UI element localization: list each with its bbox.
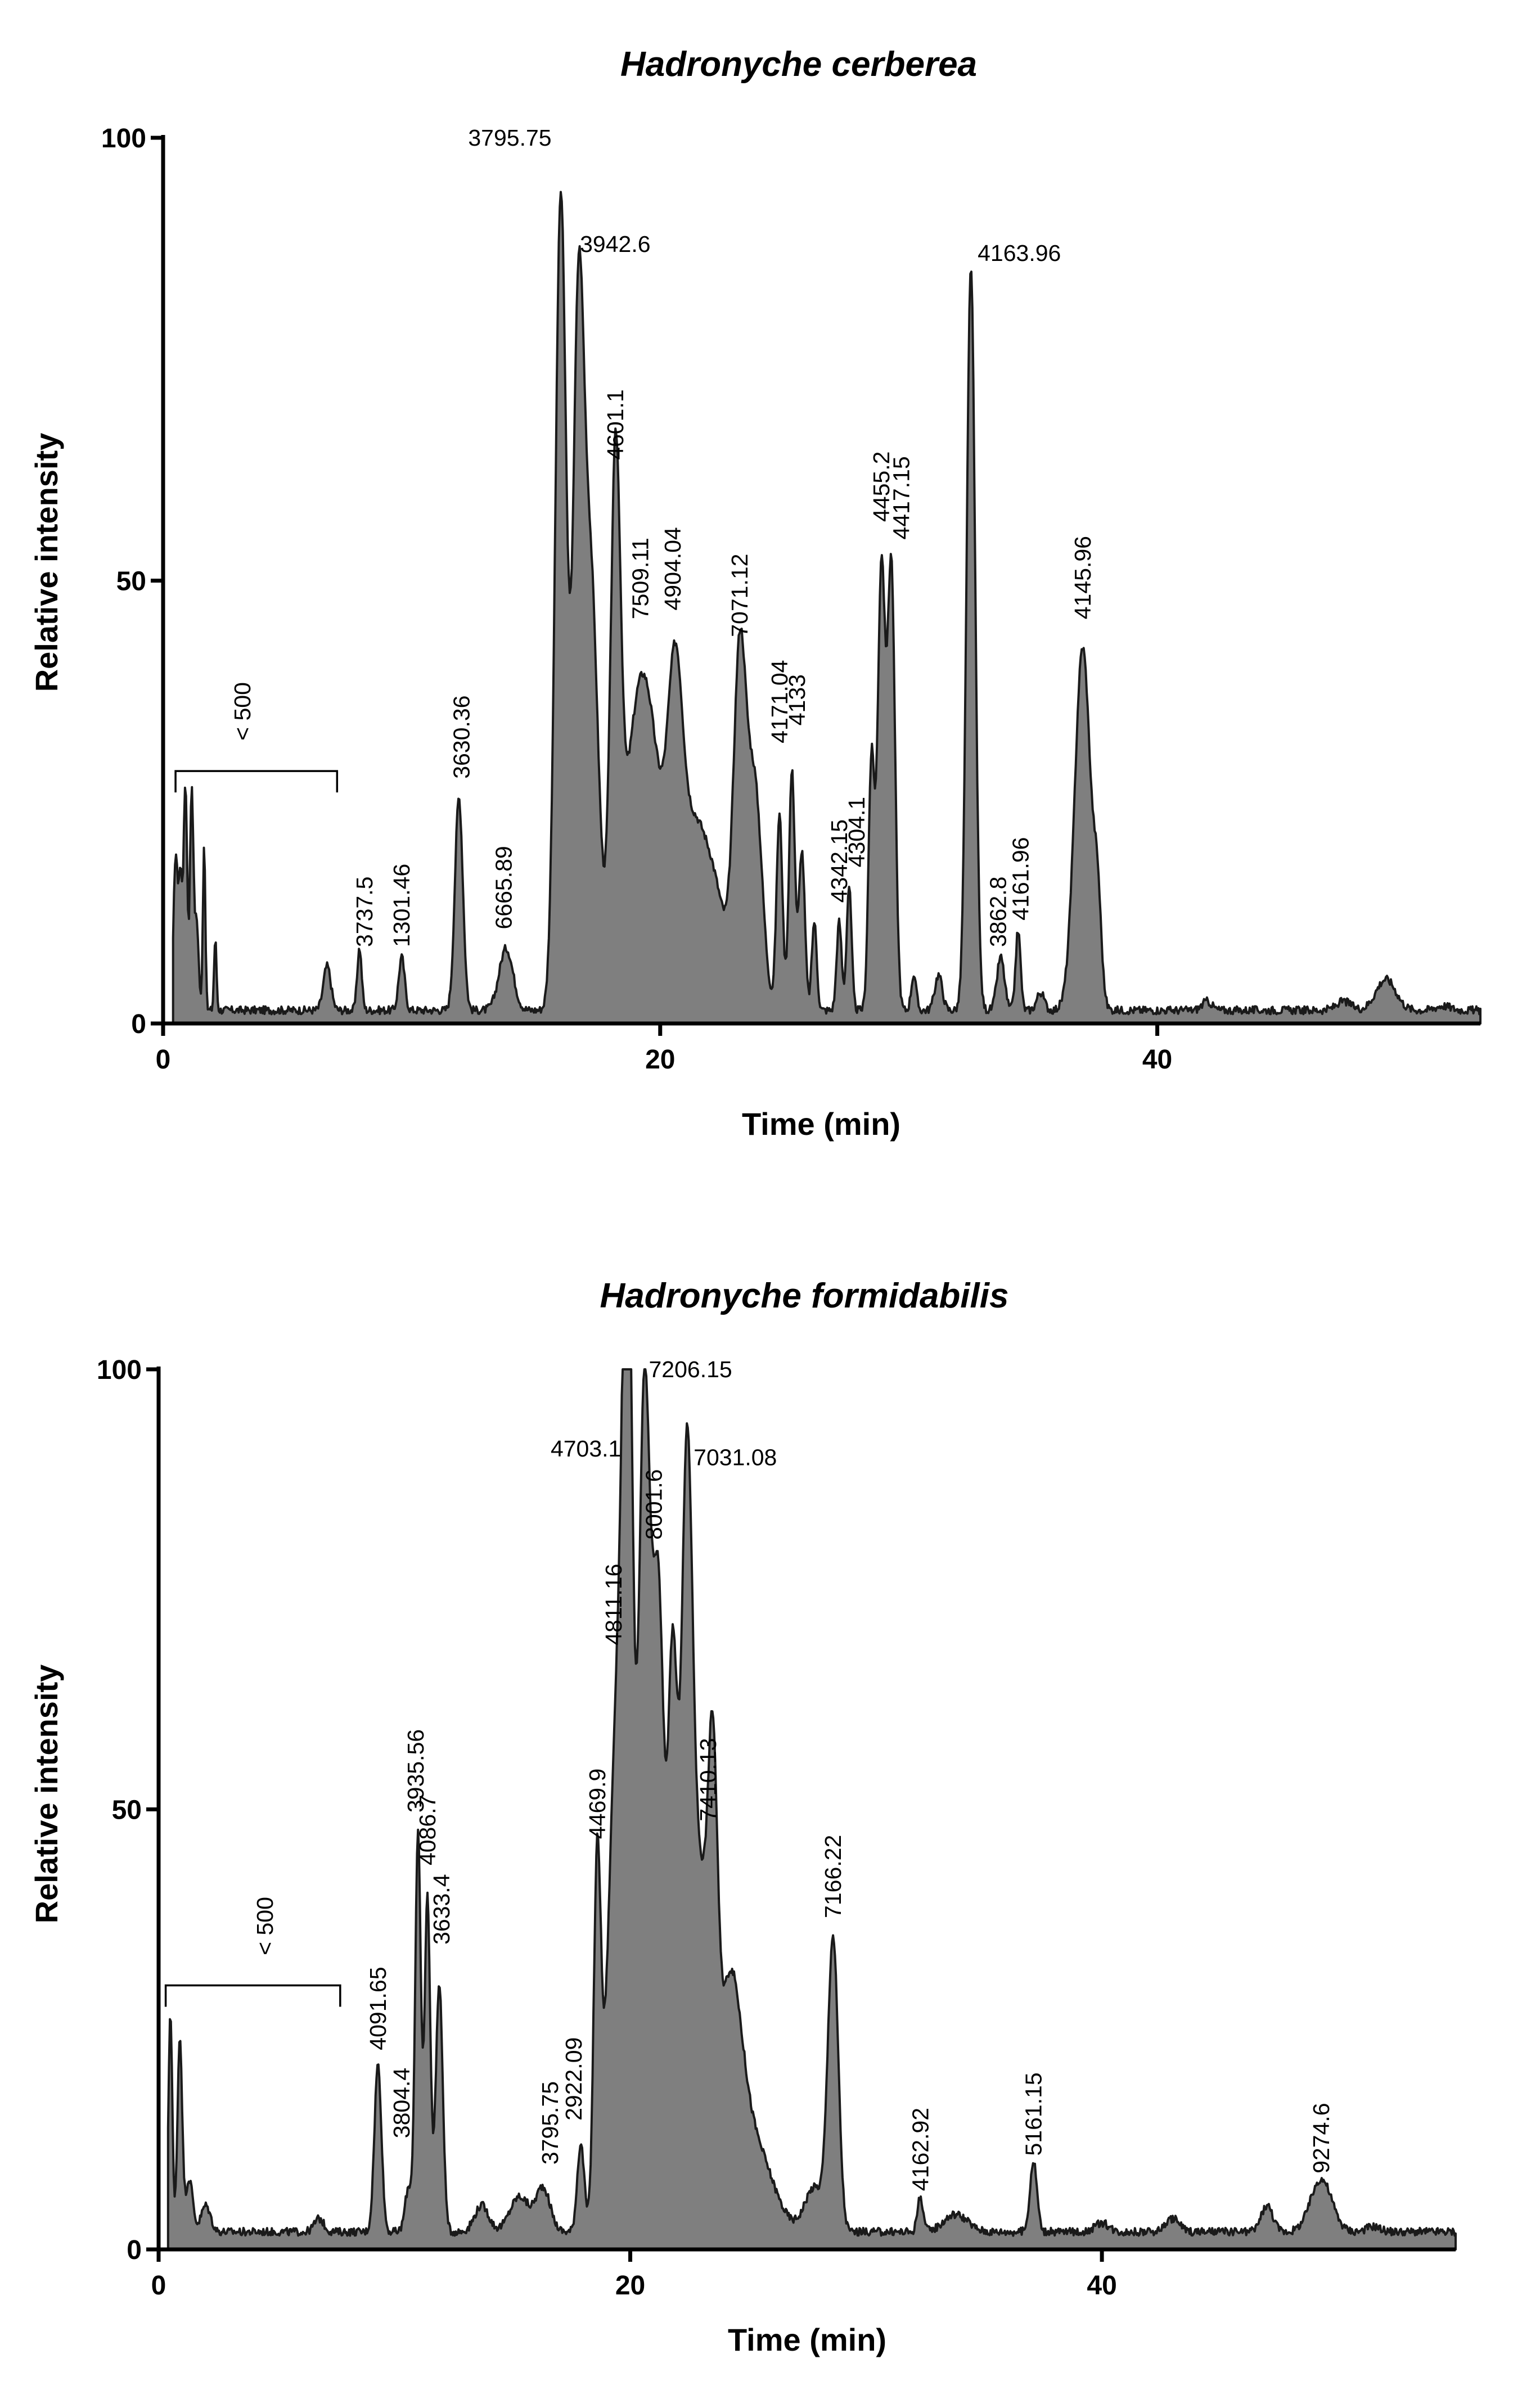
peak-label: 4145.96	[1070, 536, 1096, 619]
peak-label: 4162.92	[907, 2108, 933, 2191]
peak-label: 8001.6	[641, 1469, 667, 1540]
y-tick-label: 50	[112, 1796, 142, 1825]
x-tick-label: 0	[151, 2271, 166, 2301]
x-tick-label: 40	[1142, 1045, 1172, 1075]
peak-label: 6665.89	[490, 846, 516, 929]
peak-label: 4811.16	[601, 1564, 627, 1645]
peak-label: 7031.08	[694, 1445, 777, 1471]
bracket-marker	[174, 770, 339, 793]
peak-label: 9274.6	[1308, 2103, 1334, 2173]
peak-label: 4161.96	[1008, 837, 1034, 921]
x-axis-label: Time (min)	[728, 2322, 886, 2357]
y-tick-label: 0	[131, 1009, 146, 1039]
peak-label: 4601.1	[602, 389, 628, 459]
peak-label: 7071.12	[727, 554, 753, 637]
y-axis-label: Relative intensity	[29, 1665, 64, 1924]
peak-label: 1301.46	[389, 864, 415, 947]
chart-title: Hadronyche formidabilis	[600, 1277, 1009, 1315]
chromatogram-trace	[172, 191, 1482, 1025]
peak-label: 4133	[784, 674, 810, 725]
y-tick-label: 50	[116, 567, 146, 597]
peak-label: 4469.9	[584, 1769, 610, 1839]
peak-label: 3804.4	[389, 2068, 415, 2138]
peak-label: 7410.13	[695, 1738, 721, 1821]
y-tick-label: 100	[101, 124, 146, 154]
y-axis-label: Relative intensity	[29, 433, 64, 692]
peak-label: 4086.7	[415, 1795, 440, 1865]
peak-label: 4304.1	[844, 797, 870, 867]
peak-label: 3633.4	[429, 1874, 454, 1944]
peak-label: 3935.56	[403, 1729, 429, 1812]
x-tick-label: 40	[1087, 2271, 1116, 2301]
x-tick-label: 20	[615, 2271, 645, 2301]
peak-label: 3862.8	[985, 877, 1011, 947]
peak-label: 3942.6	[580, 231, 650, 257]
peak-label: 4455.2	[868, 452, 894, 522]
x-tick-label: 20	[645, 1045, 675, 1075]
chart-title: Hadronyche cerberea	[620, 45, 977, 84]
peak-label: 4703.1	[551, 1436, 621, 1462]
peak-label: 4163.96	[978, 240, 1061, 266]
x-tick-label: 0	[156, 1045, 171, 1075]
peak-label: 4091.65	[365, 1967, 391, 2050]
chart-panel-cerberea: Hadronyche cerberea Relative intensity T…	[29, 45, 1482, 1142]
x-axis-label: Time (min)	[742, 1106, 900, 1142]
peak-label: 2922.09	[561, 2037, 587, 2121]
bracket-label: < 500	[252, 1897, 278, 1955]
peak-label: 5161.15	[1021, 2072, 1047, 2156]
peak-label: 4417.15	[888, 456, 914, 539]
peak-label: 3737.5	[352, 877, 377, 947]
peak-label: 3795.75	[468, 125, 551, 151]
chart-panel-formidabilis: Hadronyche formidabilis Relative intensi…	[29, 1277, 1457, 2357]
bracket-label: < 500	[229, 682, 255, 741]
peak-label: 7206.15	[649, 1356, 732, 1382]
peak-label: 3795.75	[537, 2081, 563, 2165]
peak-label: 4342.15	[826, 819, 852, 903]
bracket-marker	[164, 1984, 341, 2007]
peak-label: 3630.36	[448, 696, 474, 779]
peak-label: 7166.22	[820, 1835, 846, 1918]
chromatogram-trace	[166, 1368, 1457, 2251]
y-tick-label: 100	[97, 1355, 142, 1385]
y-tick-label: 0	[127, 2235, 142, 2265]
peak-label: 4904.04	[660, 527, 686, 610]
peak-label: 4171.04	[767, 660, 792, 743]
peak-label: 7509.11	[627, 538, 653, 619]
